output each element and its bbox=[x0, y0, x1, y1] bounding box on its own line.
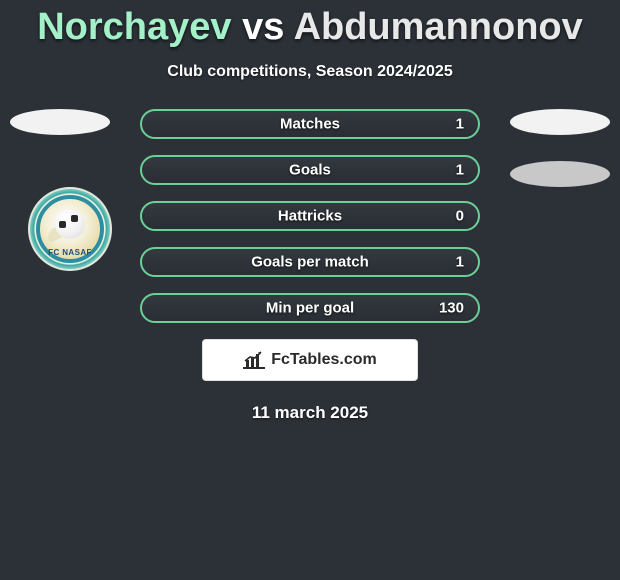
stat-bar-goals-per-match: Goals per match 1 bbox=[140, 247, 480, 277]
logo-ball bbox=[55, 209, 85, 239]
vs-separator: vs bbox=[242, 6, 284, 48]
stat-value-right: 1 bbox=[456, 254, 464, 271]
attribution-text: FcTables.com bbox=[271, 351, 377, 369]
stat-label: Min per goal bbox=[142, 300, 478, 317]
stat-bar-goals: Goals 1 bbox=[140, 155, 480, 185]
stat-label: Matches bbox=[142, 116, 478, 133]
stat-value-right: 0 bbox=[456, 208, 464, 225]
stat-bars: Matches 1 Goals 1 Hattricks 0 Goals per … bbox=[140, 109, 480, 323]
stat-label: Goals bbox=[142, 162, 478, 179]
attribution-badge[interactable]: FcTables.com bbox=[202, 339, 418, 381]
player2-badge-placeholder-bottom bbox=[510, 161, 610, 187]
stat-bar-matches: Matches 1 bbox=[140, 109, 480, 139]
stat-value-right: 1 bbox=[456, 116, 464, 133]
logo-text: FC NASAF bbox=[28, 248, 112, 257]
stat-bar-hattricks: Hattricks 0 bbox=[140, 201, 480, 231]
stat-value-right: 1 bbox=[456, 162, 464, 179]
player2-badge-placeholder-top bbox=[510, 109, 610, 135]
player1-name: Norchayev bbox=[37, 6, 231, 48]
subtitle: Club competitions, Season 2024/2025 bbox=[0, 63, 620, 81]
stat-value-right: 130 bbox=[439, 300, 464, 317]
date-label: 11 march 2025 bbox=[0, 403, 620, 423]
player1-badge-placeholder bbox=[10, 109, 110, 135]
club-logo: FC NASAF bbox=[28, 187, 112, 271]
stat-bar-min-per-goal: Min per goal 130 bbox=[140, 293, 480, 323]
comparison-title: Norchayev vs Abdumannonov bbox=[0, 0, 620, 49]
player2-name: Abdumannonov bbox=[294, 6, 583, 48]
stat-label: Goals per match bbox=[142, 254, 478, 271]
comparison-body: FC NASAF Matches 1 Goals 1 Hattricks 0 G… bbox=[0, 109, 620, 423]
chart-icon bbox=[243, 351, 265, 369]
stat-label: Hattricks bbox=[142, 208, 478, 225]
